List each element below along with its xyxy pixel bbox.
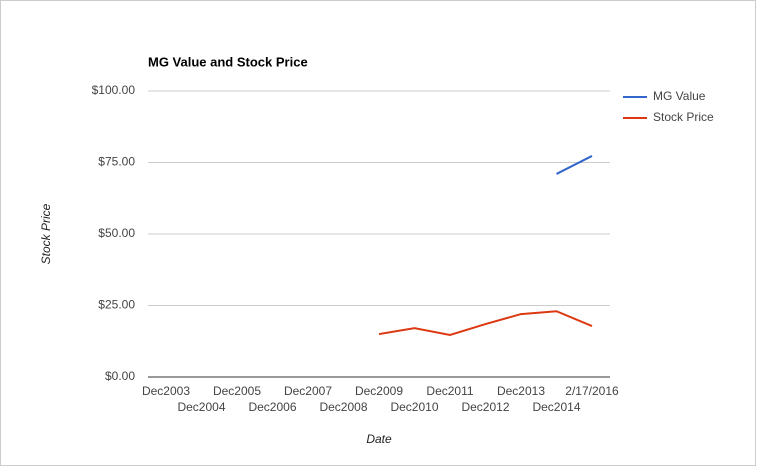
x-tick-label: Dec2004 — [177, 400, 225, 414]
y-tick-label: $75.00 — [98, 155, 135, 169]
x-axis-title: Date — [366, 432, 392, 446]
y-tick-label: $25.00 — [98, 298, 135, 312]
legend-label: Stock Price — [653, 110, 714, 124]
x-tick-label: Dec2012 — [461, 400, 509, 414]
x-tick-label: Dec2006 — [248, 400, 296, 414]
x-tick-label: Dec2003 — [142, 384, 190, 398]
series-line — [556, 155, 593, 175]
chart-title: MG Value and Stock Price — [148, 54, 308, 69]
x-tick-label: Dec2013 — [497, 384, 545, 398]
x-tick-label: Dec2007 — [284, 384, 332, 398]
legend-label: MG Value — [653, 89, 706, 103]
x-tick-label: Dec2009 — [355, 384, 403, 398]
y-tick-label: $0.00 — [105, 369, 135, 383]
series-line — [378, 310, 593, 336]
y-axis-title: Stock Price — [39, 203, 53, 264]
x-tick-label: 2/17/2016 — [565, 384, 619, 398]
x-tick-label: Dec2014 — [532, 400, 580, 414]
y-tick-label: $100.00 — [92, 83, 136, 97]
x-tick-label: Dec2008 — [319, 400, 367, 414]
x-tick-label: Dec2005 — [213, 384, 261, 398]
x-tick-label: Dec2011 — [426, 384, 473, 398]
x-tick-label: Dec2010 — [390, 400, 438, 414]
y-tick-label: $50.00 — [98, 226, 135, 240]
